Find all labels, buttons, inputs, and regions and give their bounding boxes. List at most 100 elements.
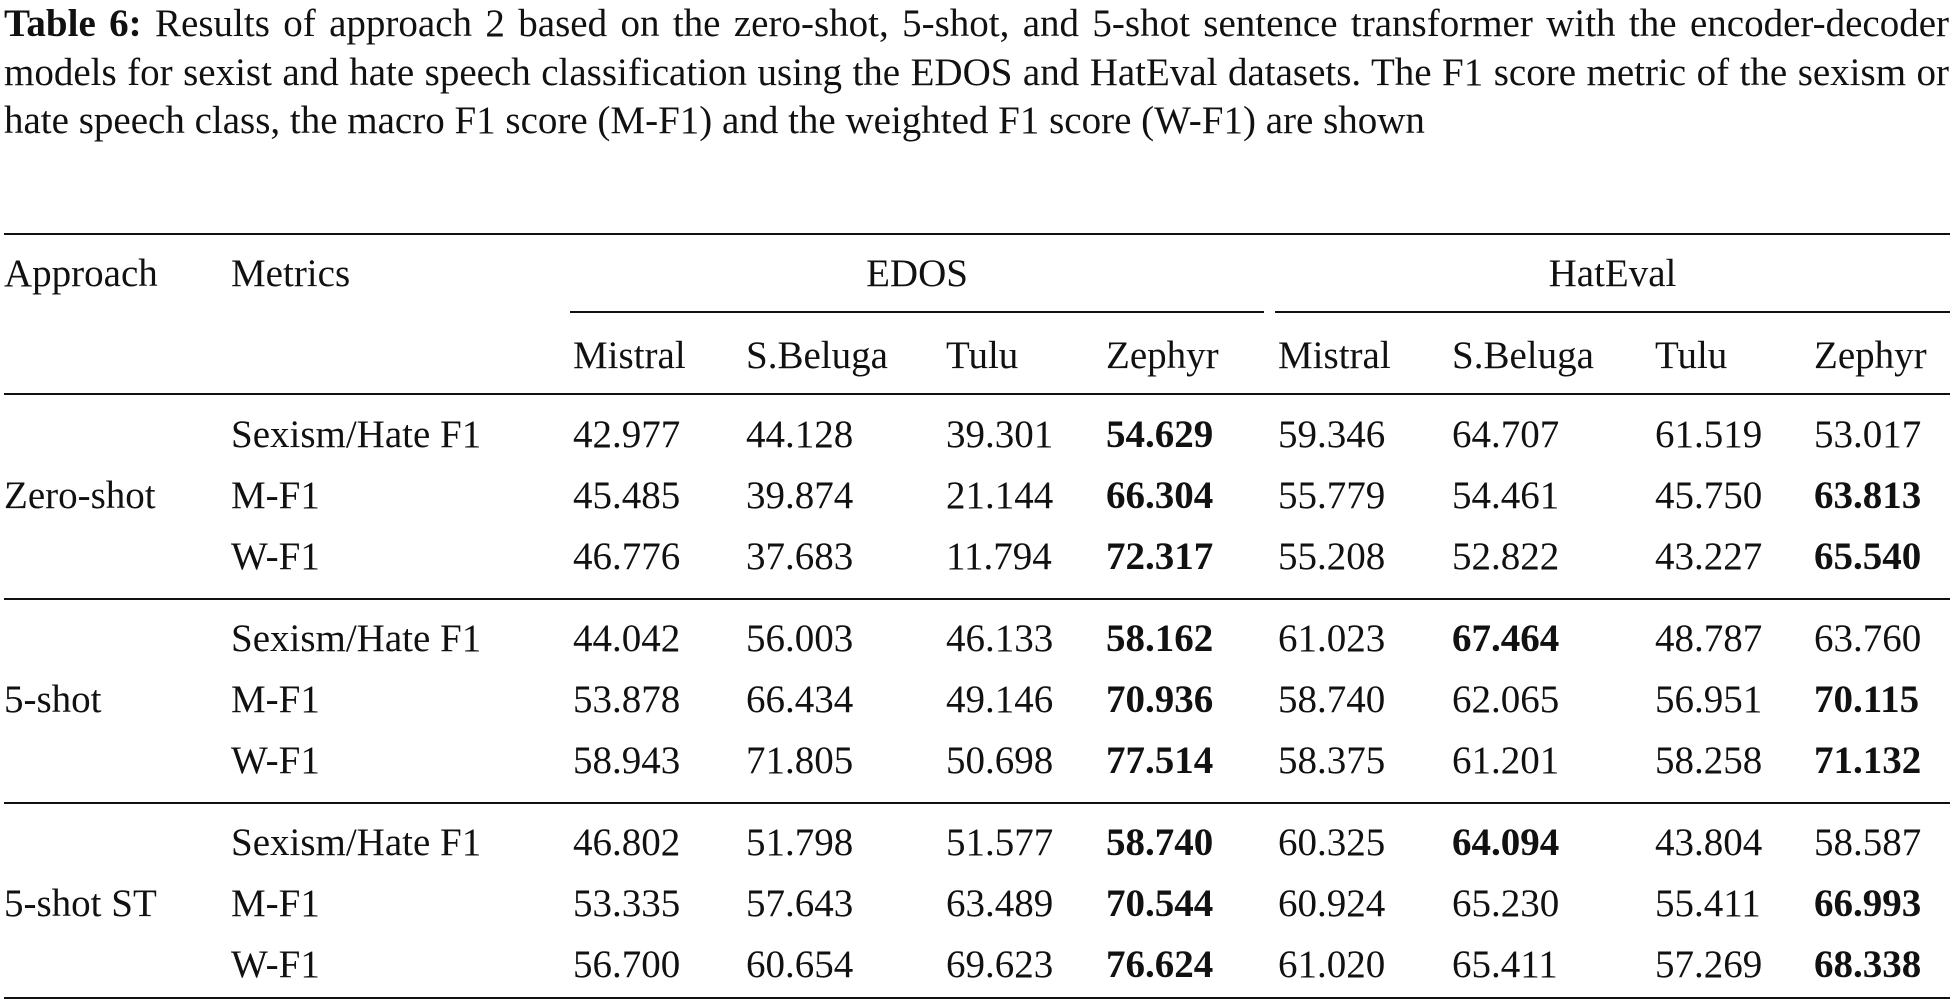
table-bottom-rule xyxy=(4,997,1950,999)
table-cell: 57.269 xyxy=(1655,943,1763,986)
table-cell: 69.623 xyxy=(946,943,1054,986)
table-cell: 44.128 xyxy=(746,413,854,456)
metric-label: M-F1 xyxy=(231,678,320,721)
table-cell: 43.804 xyxy=(1655,821,1763,864)
header-group-edos: EDOS xyxy=(866,252,968,295)
table-cell: 55.411 xyxy=(1655,882,1761,925)
metric-label: Sexism/Hate F1 xyxy=(231,413,482,456)
table-top-rule xyxy=(4,233,1950,235)
table-cell: 11.794 xyxy=(946,535,1052,578)
table-cell: 70.936 xyxy=(1106,678,1214,721)
table-cell: 60.924 xyxy=(1278,882,1386,925)
table-cell: 65.230 xyxy=(1452,882,1560,925)
table-cell: 55.208 xyxy=(1278,535,1386,578)
table-cell: 77.514 xyxy=(1106,739,1214,782)
table-cell: 39.301 xyxy=(946,413,1054,456)
table-cell: 62.065 xyxy=(1452,678,1560,721)
table-cell: 56.700 xyxy=(573,943,681,986)
table-cell: 58.740 xyxy=(1278,678,1386,721)
table-cell: 54.461 xyxy=(1452,474,1560,517)
table-cell: 61.519 xyxy=(1655,413,1763,456)
table-cell: 58.740 xyxy=(1106,821,1214,864)
table-cell: 43.227 xyxy=(1655,535,1763,578)
table-cell: 54.629 xyxy=(1106,413,1214,456)
edos-cmidrule xyxy=(570,311,1264,313)
header-bottom-rule xyxy=(4,393,1950,395)
table-cell: 58.162 xyxy=(1106,617,1214,660)
header-model: Tulu xyxy=(1655,334,1728,377)
table-cell: 64.707 xyxy=(1452,413,1560,456)
table-cell: 67.464 xyxy=(1452,617,1560,660)
table-cell: 64.094 xyxy=(1452,821,1560,864)
table-cell: 60.325 xyxy=(1278,821,1386,864)
table-cell: 57.643 xyxy=(746,882,854,925)
table-cell: 39.874 xyxy=(746,474,854,517)
table-cell: 58.943 xyxy=(573,739,681,782)
header-model: Tulu xyxy=(946,334,1019,377)
table-cell: 46.802 xyxy=(573,821,681,864)
approach-label: 5-shot xyxy=(4,678,102,721)
table-cell: 66.304 xyxy=(1106,474,1214,517)
metric-label: M-F1 xyxy=(231,474,320,517)
block-separator-rule xyxy=(4,598,1950,600)
header-approach: Approach xyxy=(4,252,158,295)
table-cell: 65.411 xyxy=(1452,943,1558,986)
table-cell: 58.587 xyxy=(1814,821,1922,864)
table-cell: 52.822 xyxy=(1452,535,1560,578)
table-cell: 63.489 xyxy=(946,882,1054,925)
table-cell: 58.258 xyxy=(1655,739,1763,782)
table-cell: 45.750 xyxy=(1655,474,1763,517)
table-cell: 61.023 xyxy=(1278,617,1386,660)
table-cell: 53.878 xyxy=(573,678,681,721)
block-separator-rule xyxy=(4,802,1950,804)
table-cell: 56.003 xyxy=(746,617,854,660)
metric-label: W-F1 xyxy=(231,943,320,986)
table-cell: 49.146 xyxy=(946,678,1054,721)
metric-label: Sexism/Hate F1 xyxy=(231,821,482,864)
table-cell: 50.698 xyxy=(946,739,1054,782)
table-cell: 51.577 xyxy=(946,821,1054,864)
table-cell: 53.335 xyxy=(573,882,681,925)
metric-label: Sexism/Hate F1 xyxy=(231,617,482,660)
table-cell: 70.544 xyxy=(1106,882,1214,925)
table-cell: 66.993 xyxy=(1814,882,1922,925)
table-cell: 59.346 xyxy=(1278,413,1386,456)
table-cell: 42.977 xyxy=(573,413,681,456)
table-caption: Table 6: Results of approach 2 based on … xyxy=(4,0,1949,146)
table-cell: 58.375 xyxy=(1278,739,1386,782)
metric-label: W-F1 xyxy=(231,535,320,578)
table-cell: 65.540 xyxy=(1814,535,1922,578)
header-group-hateval: HatEval xyxy=(1548,252,1677,295)
table-cell: 66.434 xyxy=(746,678,854,721)
table-cell: 61.020 xyxy=(1278,943,1386,986)
table-cell: 68.338 xyxy=(1814,943,1922,986)
table-cell: 71.132 xyxy=(1814,739,1922,782)
header-metrics: Metrics xyxy=(231,252,351,295)
header-model: Mistral xyxy=(573,334,686,377)
header-model: Mistral xyxy=(1278,334,1391,377)
table-cell: 70.115 xyxy=(1814,678,1920,721)
table-cell: 48.787 xyxy=(1655,617,1763,660)
caption-label: Table 6: xyxy=(4,2,142,45)
table-cell: 44.042 xyxy=(573,617,681,660)
table-cell: 72.317 xyxy=(1106,535,1214,578)
approach-label: 5-shot ST xyxy=(4,882,157,925)
header-model: S.Beluga xyxy=(1452,334,1594,377)
caption-text: Results of approach 2 based on the zero-… xyxy=(4,2,1949,142)
table-cell: 71.805 xyxy=(746,739,854,782)
metric-label: M-F1 xyxy=(231,882,320,925)
table-cell: 76.624 xyxy=(1106,943,1214,986)
header-model: Zephyr xyxy=(1106,334,1219,377)
header-model: S.Beluga xyxy=(746,334,888,377)
approach-label: Zero-shot xyxy=(4,474,156,517)
table-cell: 53.017 xyxy=(1814,413,1922,456)
table-cell: 21.144 xyxy=(946,474,1054,517)
metric-label: W-F1 xyxy=(231,739,320,782)
table-cell: 56.951 xyxy=(1655,678,1763,721)
hateval-cmidrule xyxy=(1275,311,1950,313)
table-cell: 45.485 xyxy=(573,474,681,517)
table-cell: 51.798 xyxy=(746,821,854,864)
table-cell: 63.760 xyxy=(1814,617,1922,660)
table-cell: 60.654 xyxy=(746,943,854,986)
table-cell: 55.779 xyxy=(1278,474,1386,517)
